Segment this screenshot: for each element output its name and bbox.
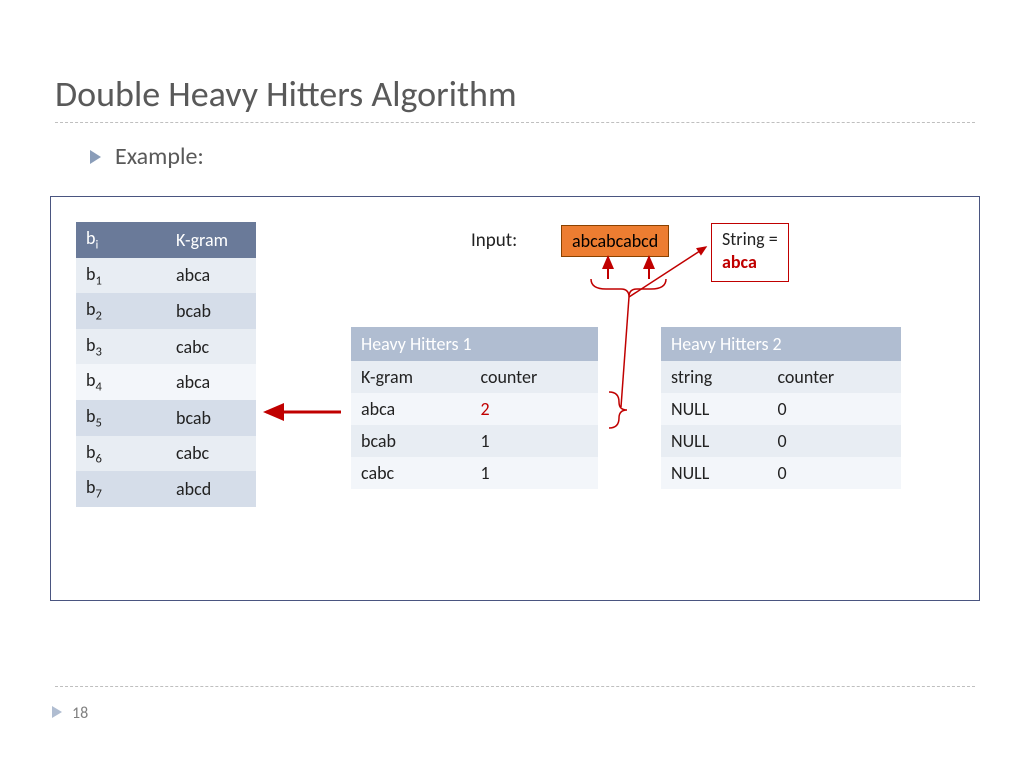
bullet-text: Example:	[115, 142, 204, 171]
cell-kgram: bcab	[351, 425, 470, 457]
slide-title: Double Heavy Hitters Algorithm	[55, 72, 517, 116]
cell-counter: 1	[470, 425, 598, 457]
title-divider	[55, 122, 975, 123]
cell-counter: 2	[470, 393, 598, 425]
table-header-row: string counter	[661, 361, 901, 393]
table-row: NULL 0	[661, 393, 901, 425]
table-row: b4 abca	[76, 364, 256, 400]
cell-bi: b2	[76, 293, 166, 329]
cell-bi: b3	[76, 329, 166, 365]
bullet-triangle-icon	[90, 150, 101, 164]
table-row: b3 cabc	[76, 329, 256, 365]
table-row: cabc 1	[351, 457, 598, 489]
cell-string: NULL	[661, 457, 767, 489]
page-number: 18	[72, 704, 88, 723]
table-row: b2 bcab	[76, 293, 256, 329]
cell-counter: 0	[767, 393, 901, 425]
string-value: abca	[722, 251, 757, 273]
cell-bi: b1	[76, 258, 166, 294]
string-box: String = abca	[711, 223, 789, 282]
hh1-col-counter: counter	[470, 361, 598, 393]
cell-counter: 1	[470, 457, 598, 489]
table-row: NULL 0	[661, 425, 901, 457]
bullet-item: Example:	[90, 142, 204, 171]
table-row: b7 abcd	[76, 471, 256, 507]
line-down-to-row	[621, 297, 629, 407]
cell-kgram: abca	[166, 364, 256, 400]
hh2-title: Heavy Hitters 2	[661, 327, 901, 361]
brace-under-arrows	[591, 279, 666, 297]
table-row: abca 2	[351, 393, 598, 425]
right-brace-hh1	[609, 392, 627, 428]
cell-bi: b4	[76, 364, 166, 400]
kgram-header-kgram: K-gram	[166, 222, 256, 258]
table-header-row: bi K-gram	[76, 222, 256, 258]
cell-kgram: cabc	[166, 436, 256, 472]
input-label: Input:	[471, 229, 517, 252]
table-header-row: K-gram counter	[351, 361, 598, 393]
cell-string: NULL	[661, 425, 767, 457]
cell-kgram: cabc	[166, 329, 256, 365]
string-label: String =	[722, 228, 778, 250]
footer-divider	[55, 686, 975, 687]
cell-kgram: abca	[166, 258, 256, 294]
heavy-hitters-1-table: Heavy Hitters 1 K-gram counter abca 2 bc…	[351, 327, 598, 489]
hh1-col-kgram: K-gram	[351, 361, 470, 393]
table-row: b1 abca	[76, 258, 256, 294]
cell-kgram: abcd	[166, 471, 256, 507]
table-row: b6 cabc	[76, 436, 256, 472]
hh1-title: Heavy Hitters 1	[351, 327, 598, 361]
cell-counter: 0	[767, 457, 901, 489]
cell-kgram: cabc	[351, 457, 470, 489]
hh2-col-counter: counter	[767, 361, 901, 393]
cell-string: NULL	[661, 393, 767, 425]
page-triangle-icon	[52, 706, 62, 718]
table-row: b5 bcab	[76, 400, 256, 436]
content-frame: bi K-gram b1 abca b2 bcab b3 cabc b4 abc…	[50, 196, 980, 601]
hh2-col-string: string	[661, 361, 767, 393]
table-title-row: Heavy Hitters 2	[661, 327, 901, 361]
kgram-table: bi K-gram b1 abca b2 bcab b3 cabc b4 abc…	[76, 222, 256, 507]
kgram-header-bi: bi	[76, 222, 166, 258]
input-value-box: abcabcabcd	[561, 225, 669, 257]
cell-kgram: abca	[351, 393, 470, 425]
cell-kgram: bcab	[166, 400, 256, 436]
table-row: bcab 1	[351, 425, 598, 457]
table-row: NULL 0	[661, 457, 901, 489]
cell-counter: 0	[767, 425, 901, 457]
cell-bi: b5	[76, 400, 166, 436]
cell-bi: b7	[76, 471, 166, 507]
heavy-hitters-2-table: Heavy Hitters 2 string counter NULL 0 NU…	[661, 327, 901, 489]
cell-bi: b6	[76, 436, 166, 472]
table-title-row: Heavy Hitters 1	[351, 327, 598, 361]
cell-kgram: bcab	[166, 293, 256, 329]
